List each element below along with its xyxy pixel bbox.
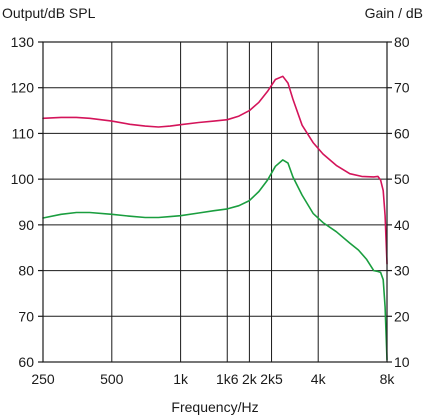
tick-labels: 250 500 1k 1k6 2k 2k5 4k 8k 60 10 70 20 80 30 90 40 100 5… bbox=[11, 34, 410, 387]
right-axis-title: Gain / dB bbox=[365, 5, 423, 21]
plot-frame bbox=[42, 41, 388, 363]
y-left-tick-label: 70 bbox=[18, 308, 34, 324]
y-right-tick-label: 70 bbox=[394, 80, 410, 96]
y-right-tick-label: 10 bbox=[394, 354, 410, 370]
y-left-tick-label: 130 bbox=[11, 34, 35, 50]
x-tick-label: 8k bbox=[380, 371, 396, 387]
y-left-tick-label: 110 bbox=[12, 125, 35, 141]
x-tick-label: 2k5 bbox=[260, 371, 283, 387]
left-axis-title: Output/dB SPL bbox=[2, 5, 96, 21]
y-right-tick-label: 30 bbox=[394, 263, 410, 279]
y-right-tick-label: 80 bbox=[394, 34, 410, 50]
y-right-tick-label: 40 bbox=[394, 217, 410, 233]
y-left-tick-label: 60 bbox=[18, 354, 34, 370]
x-axis-title: Frequency/Hz bbox=[171, 399, 258, 415]
x-tick-label: 1k bbox=[173, 371, 189, 387]
x-tick-label: 2k bbox=[242, 371, 258, 387]
y-right-tick-label: 20 bbox=[394, 308, 410, 324]
y-left-tick-label: 100 bbox=[11, 171, 35, 187]
x-tick-label: 500 bbox=[100, 371, 124, 387]
y-left-tick-label: 120 bbox=[11, 80, 35, 96]
x-tick-label: 1k6 bbox=[216, 371, 239, 387]
gain-curve bbox=[42, 159, 388, 361]
x-tick-label: 250 bbox=[31, 371, 55, 387]
x-tick-label: 4k bbox=[311, 371, 327, 387]
y-left-tick-label: 80 bbox=[18, 263, 34, 279]
output-spl-curve bbox=[42, 75, 388, 265]
ticks bbox=[38, 41, 392, 363]
y-right-tick-label: 60 bbox=[394, 125, 410, 141]
y-right-tick-label: 50 bbox=[394, 171, 410, 187]
y-left-tick-label: 90 bbox=[18, 217, 34, 233]
grid bbox=[43, 42, 387, 362]
series-layer bbox=[42, 75, 388, 361]
